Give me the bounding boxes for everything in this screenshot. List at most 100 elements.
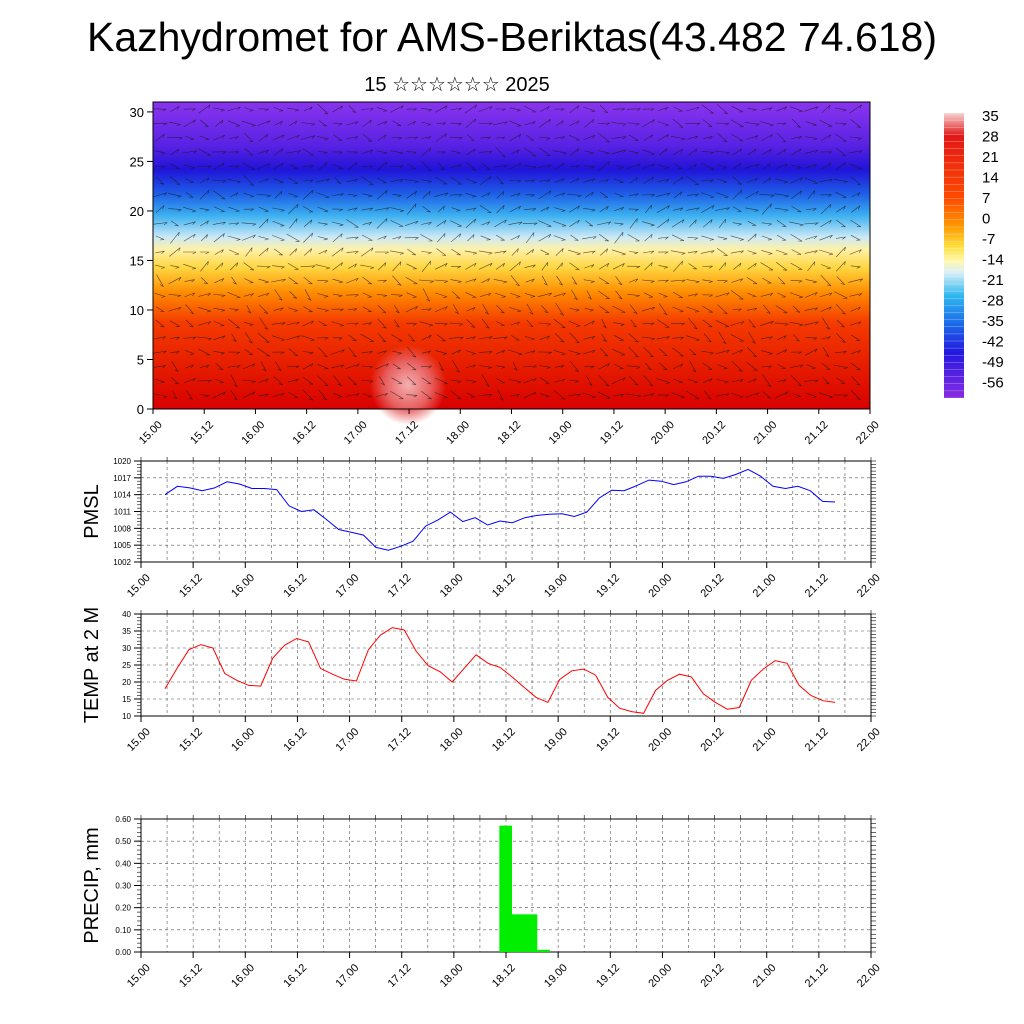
wind-vector xyxy=(333,134,342,141)
wind-vector xyxy=(496,204,505,214)
wind-vector xyxy=(658,303,668,316)
wind-vector xyxy=(392,363,401,370)
wind-vector xyxy=(390,390,404,400)
wind-vector xyxy=(747,148,757,156)
wind-vector xyxy=(197,165,212,169)
y-axis-label: PMSL xyxy=(81,484,103,538)
wind-vector xyxy=(835,147,847,157)
wind-vector xyxy=(671,392,685,399)
wind-vector xyxy=(538,164,552,168)
wind-vector xyxy=(670,135,686,141)
x-tick-label: 16.12 xyxy=(291,419,319,447)
wind-vector xyxy=(377,305,387,314)
wind-vector xyxy=(228,165,240,169)
wind-vector xyxy=(553,390,566,400)
wind-vector xyxy=(789,106,803,113)
wind-vector xyxy=(332,151,343,155)
wind-vector xyxy=(836,205,846,213)
wind-vector xyxy=(807,190,815,200)
colorbar-label: -42 xyxy=(982,334,1004,351)
wind-vector xyxy=(331,247,344,257)
wind-vector xyxy=(789,321,804,327)
y-tick-label: 0.40 xyxy=(115,859,131,868)
wind-vector xyxy=(493,279,508,284)
wind-vector xyxy=(850,390,861,400)
wind-vector xyxy=(421,390,432,400)
wind-vector xyxy=(673,378,683,384)
wind-vector xyxy=(612,349,626,356)
wind-vector xyxy=(228,206,240,212)
wind-vector xyxy=(834,122,847,126)
wind-vector xyxy=(493,336,508,340)
wind-vector xyxy=(836,219,846,228)
x-tick-label: 18.12 xyxy=(490,726,518,754)
wind-vector xyxy=(701,179,714,183)
wind-vector xyxy=(421,350,432,354)
wind-vector xyxy=(835,261,846,272)
wind-vector xyxy=(420,108,432,112)
wind-vector xyxy=(346,121,359,126)
wind-vector xyxy=(804,321,819,326)
wind-vector xyxy=(212,221,226,225)
wind-vector xyxy=(465,262,477,270)
wind-vector xyxy=(451,207,461,212)
wind-vector xyxy=(599,206,609,213)
wind-vector xyxy=(479,205,492,214)
wind-vector xyxy=(244,133,254,143)
wind-vector xyxy=(569,219,580,227)
wind-vector xyxy=(821,264,831,269)
heatmap-warm-core xyxy=(370,345,446,425)
wind-vector xyxy=(347,376,358,386)
x-tick-label: 15.12 xyxy=(177,572,205,600)
wind-vector xyxy=(421,222,432,226)
wind-vector xyxy=(198,104,211,114)
wind-vector xyxy=(716,379,729,384)
wind-vector xyxy=(598,290,610,300)
wind-vector xyxy=(526,303,534,315)
wind-vector xyxy=(257,163,270,170)
wind-vector xyxy=(183,378,196,384)
wind-vector xyxy=(244,322,254,326)
wind-vector xyxy=(804,222,819,226)
wind-vector xyxy=(673,291,683,298)
wind-vector xyxy=(347,193,358,198)
wind-vector xyxy=(745,190,759,199)
wind-vector xyxy=(348,263,357,270)
wind-vector xyxy=(464,250,477,255)
wind-vector xyxy=(747,221,757,226)
wind-vector xyxy=(362,133,373,142)
wind-vector xyxy=(170,105,180,113)
wind-vector xyxy=(850,265,861,269)
wind-vector xyxy=(244,278,254,284)
wind-vector xyxy=(834,133,847,142)
wind-vector xyxy=(244,332,253,344)
wind-vector xyxy=(569,332,580,344)
x-tick-label: 17.00 xyxy=(333,572,361,600)
wind-vector xyxy=(689,348,697,356)
wind-vector xyxy=(717,304,728,314)
y-tick-label: 1008 xyxy=(113,524,131,533)
wind-vector xyxy=(805,235,818,240)
wind-vector xyxy=(688,148,698,156)
wind-vector xyxy=(685,122,701,126)
wind-vector xyxy=(627,265,641,269)
wind-vector xyxy=(258,149,269,154)
wind-vector xyxy=(568,134,581,141)
y-tick-label: 0.50 xyxy=(115,837,131,846)
wind-vector xyxy=(556,262,563,271)
wind-vector xyxy=(466,134,475,141)
wind-vector xyxy=(763,162,771,170)
wind-vector xyxy=(389,250,404,255)
y-tick-label: 15 xyxy=(130,253,144,268)
wind-vector xyxy=(451,291,461,299)
wind-vector xyxy=(480,292,492,297)
wind-vector xyxy=(406,203,417,215)
wind-vector xyxy=(245,247,253,257)
wind-vector xyxy=(641,336,656,341)
wind-vector xyxy=(376,294,388,298)
wind-vector xyxy=(360,333,374,342)
wind-vector xyxy=(642,108,655,112)
wind-vector xyxy=(790,375,802,387)
wind-vector xyxy=(835,236,846,240)
wind-vector xyxy=(687,193,699,197)
